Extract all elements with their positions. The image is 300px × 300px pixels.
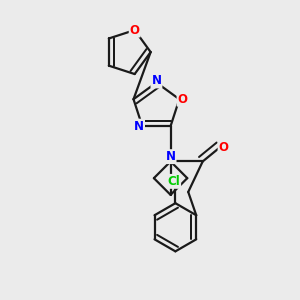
- Text: N: N: [152, 74, 161, 88]
- Text: O: O: [178, 93, 188, 106]
- Text: O: O: [219, 140, 229, 154]
- Text: Cl: Cl: [167, 175, 180, 188]
- Text: O: O: [130, 24, 140, 37]
- Text: N: N: [134, 120, 144, 133]
- Text: N: N: [166, 150, 176, 163]
